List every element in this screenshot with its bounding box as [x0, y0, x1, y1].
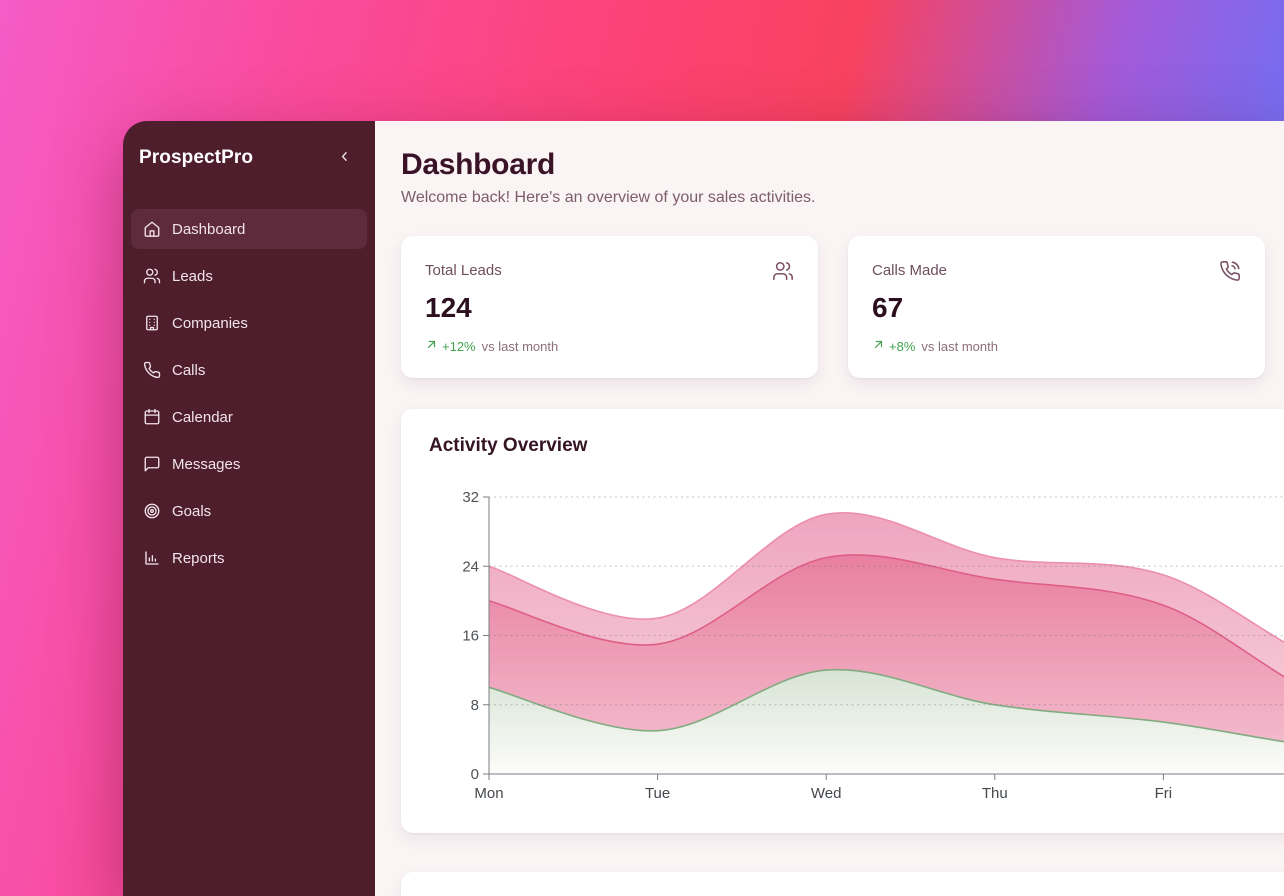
sidebar-collapse-button[interactable] — [333, 147, 355, 169]
target-icon — [143, 502, 161, 520]
sidebar-header: ProspectPro — [123, 121, 375, 169]
sidebar-item-label: Reports — [172, 549, 225, 567]
stat-card-header: Calls Made — [872, 260, 1241, 282]
stat-value: 67 — [872, 292, 904, 323]
stat-trend: +8% vs last month — [872, 338, 1241, 354]
page-title: Dashboard — [401, 148, 555, 181]
users-icon — [772, 260, 794, 282]
stat-label: Total Leads — [425, 262, 502, 279]
trend-note: vs last month — [481, 338, 559, 354]
phone-icon — [143, 361, 161, 379]
sidebar-item-calendar[interactable]: Calendar — [131, 397, 367, 437]
sidebar-item-leads[interactable]: Leads — [131, 256, 367, 296]
sidebar-nav: Dashboard Leads Companies Calls Calendar Mess… — [123, 209, 375, 585]
y-axis-tick-label: 0 — [471, 766, 479, 783]
message-square-icon — [143, 455, 161, 473]
stat-value: 124 — [425, 292, 472, 323]
sidebar: ProspectPro Dashboard Leads Companies Calls… — [123, 121, 375, 896]
sidebar-item-reports[interactable]: Reports — [131, 538, 367, 578]
y-axis-tick-label: 24 — [462, 558, 479, 575]
x-axis-tick-label: Mon — [474, 785, 503, 802]
home-icon — [143, 220, 161, 238]
stat-card-header: Total Leads — [425, 260, 794, 282]
sidebar-item-label: Goals — [172, 502, 212, 520]
phone-call-icon — [1219, 260, 1241, 282]
x-axis-tick-label: Thu — [982, 785, 1008, 802]
app-brand: ProspectPro — [139, 147, 254, 168]
trend-note: vs last month — [921, 338, 998, 354]
building-icon — [143, 314, 161, 332]
sidebar-item-companies[interactable]: Companies — [131, 303, 367, 343]
sidebar-item-label: Leads — [172, 267, 213, 285]
stats-grid: Total Leads 124 +12% vs last month Calls Mad… — [401, 236, 1284, 378]
y-axis-tick-label: 8 — [471, 697, 479, 714]
activity-overview-chart: 08162432MonTueWedThuFriSatSun — [462, 489, 1284, 802]
sidebar-item-goals[interactable]: Goals — [131, 491, 367, 531]
sidebar-item-messages[interactable]: Messages — [131, 444, 367, 484]
activity-overview-card: Activity Overview 0 8 16 24 32 Mon Tue Wed Thu Fr… — [401, 409, 1284, 833]
main-content: Dashboard Welcome back! Here's an overvi… — [375, 121, 1284, 896]
x-axis-tick-label: Wed — [811, 785, 842, 802]
trend-value: +8% — [889, 338, 916, 354]
x-axis-tick-label: Fri — [1155, 785, 1173, 802]
app-window: ProspectPro Dashboard Leads Companies Calls… — [123, 121, 1284, 896]
partially-visible-card — [401, 872, 1284, 896]
stat-card-total-leads: Total Leads 124 +12% vs last month — [401, 236, 818, 378]
sidebar-item-label: Calls — [172, 361, 206, 379]
stat-label: Calls Made — [872, 262, 948, 279]
page-subtitle: Welcome back! Here's an overview of your… — [401, 189, 816, 206]
sidebar-item-label: Calendar — [172, 408, 233, 426]
sidebar-item-dashboard[interactable]: Dashboard — [131, 209, 367, 249]
trend-value: +12% — [442, 338, 476, 354]
stat-card-calls-made: Calls Made 67 +8% vs last month — [848, 236, 1265, 378]
bar-chart-icon — [143, 549, 161, 567]
chevron-left-icon — [337, 149, 352, 167]
sidebar-item-calls[interactable]: Calls — [131, 350, 367, 390]
trend-up-group: +8% — [872, 338, 915, 354]
sidebar-item-label: Companies — [172, 314, 248, 332]
users-icon — [143, 267, 161, 285]
y-axis-tick-label: 16 — [462, 628, 479, 645]
arrow-up-right-icon — [425, 338, 438, 354]
stat-trend: +12% vs last month — [425, 338, 794, 354]
chart-title: Activity Overview — [429, 435, 588, 456]
calendar-icon — [143, 408, 161, 426]
trend-up-group: +12% — [425, 338, 476, 354]
sidebar-item-label: Dashboard — [172, 220, 246, 238]
arrow-up-right-icon — [872, 338, 885, 354]
x-axis-tick-label: Tue — [645, 785, 670, 802]
y-axis-tick-label: 32 — [462, 489, 479, 506]
sidebar-item-label: Messages — [172, 455, 241, 473]
